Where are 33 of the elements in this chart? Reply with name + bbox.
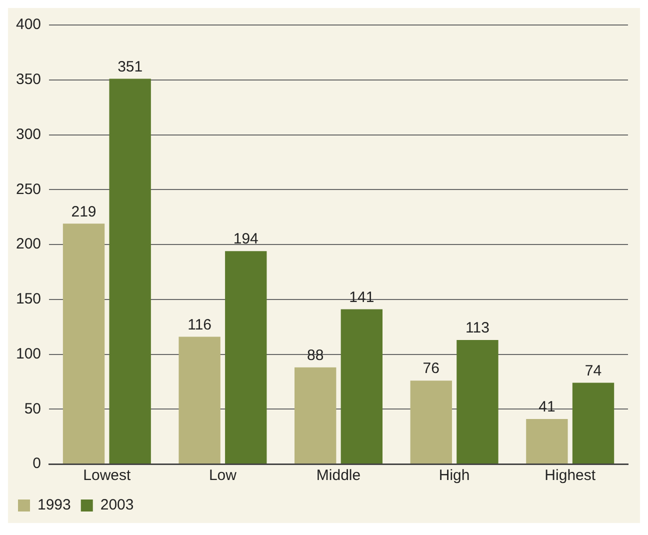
legend-label: 2003 — [100, 496, 134, 514]
bar — [294, 367, 336, 464]
legend-label: 1993 — [38, 496, 71, 514]
bar — [225, 251, 267, 464]
x-tick-label: Low — [208, 467, 237, 484]
y-tick-label: 400 — [16, 16, 42, 34]
data-label: 116 — [188, 316, 212, 334]
bar — [109, 78, 151, 464]
bar — [572, 382, 614, 464]
bar — [340, 309, 383, 464]
y-tick-label: 0 — [32, 455, 42, 472]
bar — [178, 336, 220, 464]
x-tick-label: High — [438, 467, 470, 484]
y-tick-label: 250 — [16, 180, 42, 198]
data-label: 219 — [71, 203, 96, 220]
y-tick-label: 300 — [16, 126, 42, 143]
bar — [456, 340, 498, 464]
data-label: 351 — [118, 58, 143, 76]
data-label: 76 — [422, 360, 440, 378]
data-label: 74 — [584, 362, 602, 380]
y-tick-label: 50 — [24, 400, 42, 418]
data-label: 194 — [233, 230, 258, 248]
y-tick-label: 150 — [16, 290, 42, 308]
bar — [410, 380, 452, 464]
x-tick-label: Lowest — [83, 467, 132, 484]
bar — [526, 419, 568, 464]
data-label: 113 — [466, 320, 490, 337]
y-tick-label: 100 — [16, 345, 42, 362]
x-tick-label: Middle — [316, 467, 361, 484]
x-tick-label: Highest — [544, 467, 596, 484]
bar — [62, 224, 105, 464]
y-tick-label: 200 — [16, 236, 42, 253]
y-tick-label: 350 — [16, 71, 42, 88]
